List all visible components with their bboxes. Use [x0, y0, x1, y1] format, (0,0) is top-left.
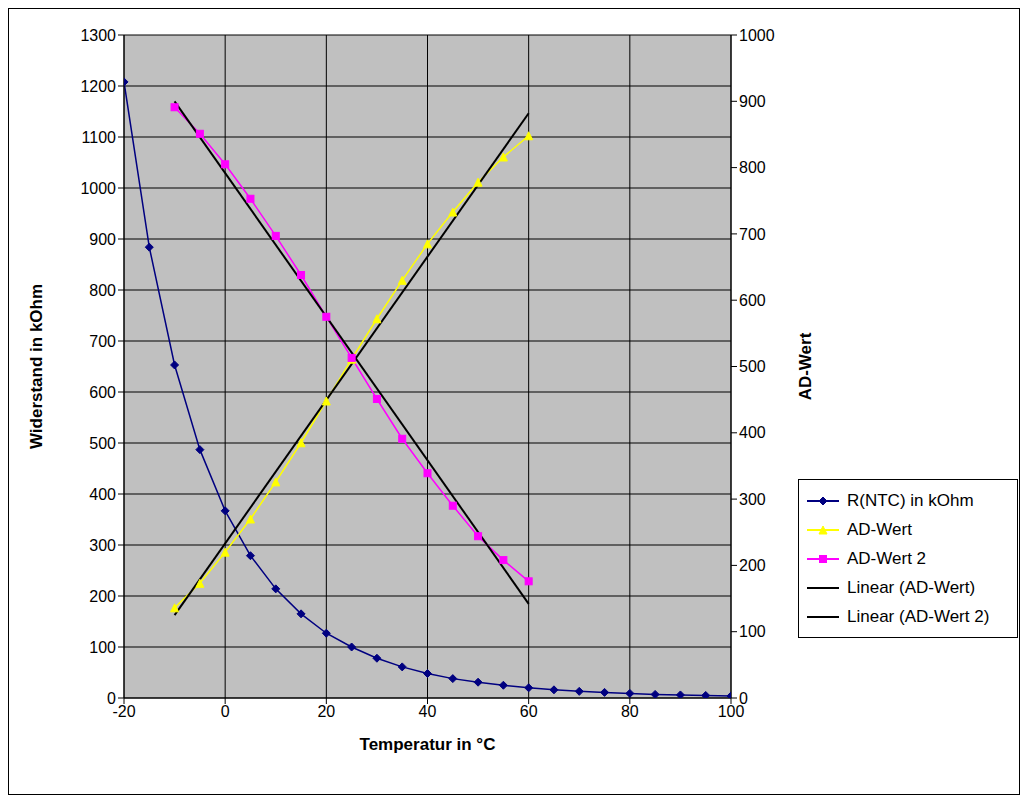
svg-text:1200: 1200 [80, 78, 116, 95]
svg-text:700: 700 [89, 333, 116, 350]
svg-text:100: 100 [739, 623, 766, 640]
svg-text:80: 80 [621, 703, 639, 720]
svg-text:800: 800 [89, 282, 116, 299]
html-text:R(NTC) in kOhm: R(NTC) in kOhm [847, 490, 974, 510]
svg-text:60: 60 [520, 703, 538, 720]
svg-text:800: 800 [739, 159, 766, 176]
svg-text:900: 900 [739, 93, 766, 110]
svg-text:0: 0 [107, 690, 116, 707]
svg-text:400: 400 [739, 424, 766, 441]
html-text:Linear (AD-Wert 2): Linear (AD-Wert 2) [847, 606, 990, 626]
svg-text:300: 300 [89, 537, 116, 554]
svg-text:Widerstand in kOhm: Widerstand in kOhm [27, 284, 46, 449]
svg-text:40: 40 [419, 703, 437, 720]
svg-text:1100: 1100 [82, 129, 117, 146]
svg-text:100: 100 [89, 639, 116, 656]
svg-text:200: 200 [739, 557, 766, 574]
svg-text:600: 600 [739, 292, 766, 309]
svg-text:Temperatur in °C: Temperatur in °C [360, 735, 496, 754]
svg-text:0: 0 [739, 690, 748, 707]
svg-text:200: 200 [89, 588, 116, 605]
svg-text:1300: 1300 [80, 27, 116, 44]
svg-text:700: 700 [739, 226, 766, 243]
html-text:AD-Wert: AD-Wert [847, 519, 912, 539]
svg-text:900: 900 [89, 231, 116, 248]
svg-text:100: 100 [717, 703, 745, 721]
svg-text:1000: 1000 [739, 27, 775, 44]
svg-text:20: 20 [317, 703, 335, 720]
html-text:AD-Wert 2: AD-Wert 2 [847, 548, 926, 568]
svg-text:600: 600 [89, 384, 116, 401]
svg-text:1000: 1000 [80, 180, 116, 197]
svg-text:0: 0 [221, 703, 230, 720]
html-text:Linear (AD-Wert): Linear (AD-Wert) [847, 577, 976, 597]
svg-text:AD-Wert: AD-Wert [796, 332, 815, 400]
svg-text:-20: -20 [112, 703, 136, 721]
svg-text:300: 300 [739, 491, 766, 508]
svg-text:500: 500 [739, 358, 766, 375]
svg-text:400: 400 [89, 486, 116, 503]
svg-text:500: 500 [89, 435, 116, 452]
